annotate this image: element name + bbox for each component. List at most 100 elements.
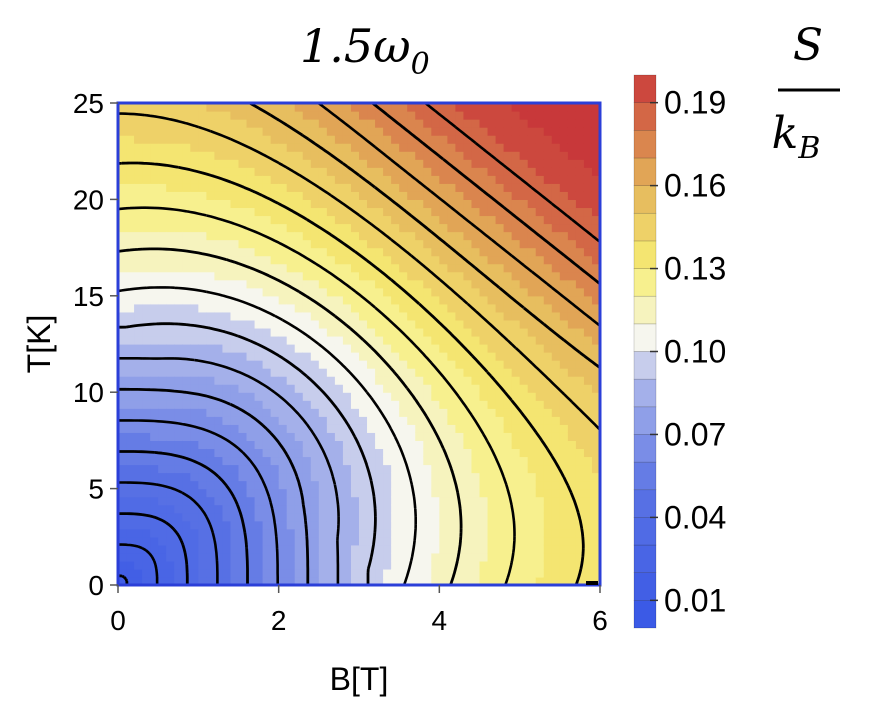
heat-cell	[495, 456, 505, 466]
heat-cell	[294, 560, 304, 570]
heat-cell	[407, 159, 416, 168]
heat-cell	[342, 199, 352, 209]
heat-cell	[294, 255, 304, 265]
heat-cell	[326, 207, 336, 217]
heat-cell	[359, 143, 368, 152]
heat-cell	[326, 119, 336, 128]
heat-cell	[286, 135, 296, 144]
heat-cell	[575, 239, 585, 249]
heat-cell	[246, 464, 256, 474]
colorbar-label-denominator: kB	[772, 108, 821, 166]
heat-cell	[174, 335, 183, 345]
heat-cell	[391, 303, 400, 313]
heat-cell	[334, 536, 344, 546]
heat-cell	[278, 568, 288, 578]
heat-cell	[286, 311, 296, 321]
heat-cell	[118, 223, 127, 233]
heat-cell	[503, 119, 513, 128]
heat-cell	[375, 416, 384, 425]
heat-cell	[511, 247, 521, 257]
heat-cell	[479, 103, 489, 112]
heat-cell	[415, 335, 424, 345]
heat-cell	[399, 456, 408, 466]
heat-cell	[575, 544, 585, 554]
heat-cell	[431, 544, 440, 554]
heat-cell	[359, 207, 368, 217]
heat-cell	[334, 111, 344, 120]
heat-cell	[206, 488, 215, 498]
heat-cell	[423, 175, 432, 184]
heat-cell	[399, 303, 408, 313]
heat-cell	[551, 512, 561, 522]
heat-cell	[567, 143, 577, 152]
heat-cell	[214, 464, 224, 474]
heat-cell	[503, 111, 513, 120]
heat-cell	[118, 271, 127, 281]
heat-cell	[214, 408, 224, 417]
heat-cell	[150, 135, 159, 144]
heat-cell	[214, 496, 224, 506]
heat-cell	[455, 295, 465, 305]
heat-cell	[246, 408, 256, 417]
heat-cell	[439, 111, 448, 120]
heat-cell	[471, 255, 481, 265]
heat-cell	[126, 456, 135, 466]
heat-cell	[294, 151, 304, 160]
heat-cell	[126, 576, 135, 585]
heat-cell	[463, 512, 473, 522]
heat-cell	[367, 536, 376, 546]
heat-cell	[575, 528, 585, 538]
heat-cell	[479, 520, 489, 530]
heat-cell	[391, 287, 400, 297]
heat-cell	[246, 271, 256, 281]
heat-cell	[519, 207, 529, 217]
heat-cell	[367, 576, 376, 585]
heat-cell	[294, 119, 304, 128]
heat-cell	[527, 215, 537, 225]
heat-cell	[567, 279, 577, 289]
heat-cell	[342, 247, 352, 257]
heat-cell	[591, 376, 600, 385]
heat-cell	[174, 255, 183, 265]
heat-cell	[286, 528, 296, 538]
heat-cell	[415, 560, 424, 570]
heat-cell	[471, 303, 481, 313]
heat-cell	[142, 167, 151, 176]
heat-cell	[190, 432, 199, 441]
heat-cell	[142, 247, 151, 257]
heat-cell	[383, 295, 392, 305]
heat-cell	[439, 552, 448, 562]
heat-cell	[583, 247, 593, 257]
heat-cell	[447, 335, 456, 345]
heat-cell	[230, 327, 240, 337]
heat-cell	[246, 344, 256, 353]
heat-cell	[591, 239, 600, 249]
heat-cell	[591, 223, 600, 233]
heat-cell	[126, 408, 135, 417]
heat-cell	[206, 255, 215, 265]
y-tick-label: 20	[73, 184, 104, 215]
heat-cell	[575, 159, 585, 168]
heat-cell	[479, 327, 489, 337]
heat-cell	[158, 384, 167, 393]
heat-cell	[447, 303, 456, 313]
heat-cell	[583, 536, 593, 546]
heat-cell	[447, 159, 456, 168]
heat-cell	[270, 119, 280, 128]
heat-cell	[174, 215, 183, 225]
heat-cell	[246, 287, 256, 297]
heat-cell	[559, 215, 569, 225]
heat-cell	[551, 231, 561, 241]
heat-cell	[359, 424, 368, 433]
heat-cell	[262, 544, 272, 554]
heat-cell	[238, 440, 248, 450]
heat-cell	[447, 239, 456, 249]
heat-cell	[359, 255, 368, 265]
heat-cell	[479, 456, 489, 466]
heat-cell	[495, 352, 505, 361]
heat-cell	[334, 103, 344, 112]
heat-cell	[439, 392, 448, 401]
heat-cell	[375, 432, 384, 441]
heat-cell	[519, 255, 529, 265]
heat-cell	[262, 408, 272, 417]
